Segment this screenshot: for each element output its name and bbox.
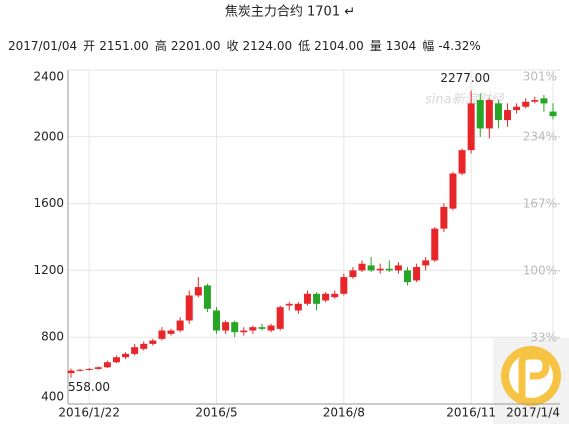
candle-body [422, 260, 430, 266]
candle-body [431, 228, 439, 261]
candle-body [540, 98, 548, 104]
y-tick-label: 1200 [33, 263, 64, 277]
x-tick-label: 2016/1/22 [58, 406, 120, 420]
y-tick-label: 400 [41, 390, 64, 404]
candle-body [258, 327, 266, 329]
info-label: 收 [226, 39, 238, 53]
candle-body [185, 295, 193, 321]
candle-body [285, 303, 293, 306]
candle-body [276, 307, 284, 329]
candle-body [358, 263, 366, 271]
candle-body [340, 277, 348, 294]
candle-body [240, 330, 248, 333]
candle-body [85, 368, 93, 370]
info-label: 高 [155, 38, 167, 53]
candle-body [494, 103, 502, 121]
y-tick-label: 2400 [33, 70, 64, 84]
candle-body [203, 285, 211, 309]
candle-body [467, 103, 475, 151]
candle-body [458, 150, 466, 174]
info-value: 2124.00 [242, 39, 292, 53]
y2-tick-label: 100% [523, 264, 557, 278]
candle-body [549, 111, 557, 117]
candle-body [367, 265, 375, 271]
y-tick-label: 2000 [33, 129, 64, 143]
info-value: 1304 [386, 39, 417, 53]
candle-body [476, 100, 484, 129]
candle-body [149, 340, 157, 344]
x-tick-label: 2016/11 [446, 406, 496, 420]
info-label: 开 [83, 39, 95, 53]
candle-body [94, 367, 102, 369]
info-value: 2201.00 [171, 39, 221, 53]
y-tick-label: 800 [41, 330, 64, 344]
candle-body [531, 100, 539, 102]
info-line: 2017/01/04 开 2151.00 高 2201.00 收 2124.00 低 2104.… [8, 38, 481, 53]
info-date: 2017/01/04 [8, 39, 77, 53]
candle-body [176, 320, 184, 331]
candle-body [231, 322, 239, 333]
candle-body [449, 173, 457, 209]
y-tick-label: 1600 [33, 196, 64, 210]
candle-body [403, 270, 411, 283]
x-tick-label: 2016/8 [323, 406, 365, 420]
candle-body [394, 265, 402, 271]
info-value: 2151.00 [99, 39, 149, 53]
candle-body [267, 325, 275, 331]
info-value: 2104.00 [314, 39, 364, 53]
candle-body [413, 267, 421, 281]
info-value: -4.32% [438, 39, 480, 53]
watermark: sina新浪财经 [425, 92, 506, 108]
annotation: 558.00 [68, 380, 110, 394]
candle-body [485, 100, 493, 129]
candle-body [249, 327, 257, 331]
y2-tick-label: 301% [523, 70, 557, 84]
info-label: 量 [370, 39, 382, 53]
candle-body [158, 330, 166, 339]
info-label: 幅 [422, 38, 434, 53]
candle-body [213, 310, 221, 331]
candle-body [67, 370, 75, 374]
x-tick-label: 2016/5 [195, 406, 237, 420]
candle-body [376, 268, 384, 271]
candle-body [76, 369, 84, 371]
candle-body [194, 287, 202, 296]
candle-body [513, 106, 521, 111]
info-label: 低 [298, 39, 310, 53]
y2-tick-label: 234% [523, 130, 557, 144]
candle-body [440, 206, 448, 229]
candle-body [331, 293, 339, 298]
logo [493, 338, 569, 424]
candle-body [322, 293, 330, 301]
candle-body [349, 270, 357, 278]
candle-body [522, 101, 530, 107]
candle-body [313, 293, 321, 304]
chart-title: 焦炭主力合约 1701 ↵ [225, 5, 355, 20]
candle-body [131, 347, 139, 354]
candle-body [294, 303, 302, 311]
y2-tick-label: 167% [523, 197, 557, 211]
annotation: 2277.00 [440, 71, 490, 85]
candle-body [303, 293, 311, 304]
candle-body [140, 343, 148, 349]
candle-body [112, 357, 120, 363]
candle-body [122, 353, 130, 358]
candle-body [167, 330, 175, 334]
y2-tick-label: 33% [530, 331, 557, 345]
candle-body [222, 322, 230, 331]
candle-body [385, 268, 393, 271]
x-tick-label: 2017/1/4 [506, 406, 560, 420]
candle-body [103, 362, 111, 368]
candle-body [504, 110, 512, 121]
